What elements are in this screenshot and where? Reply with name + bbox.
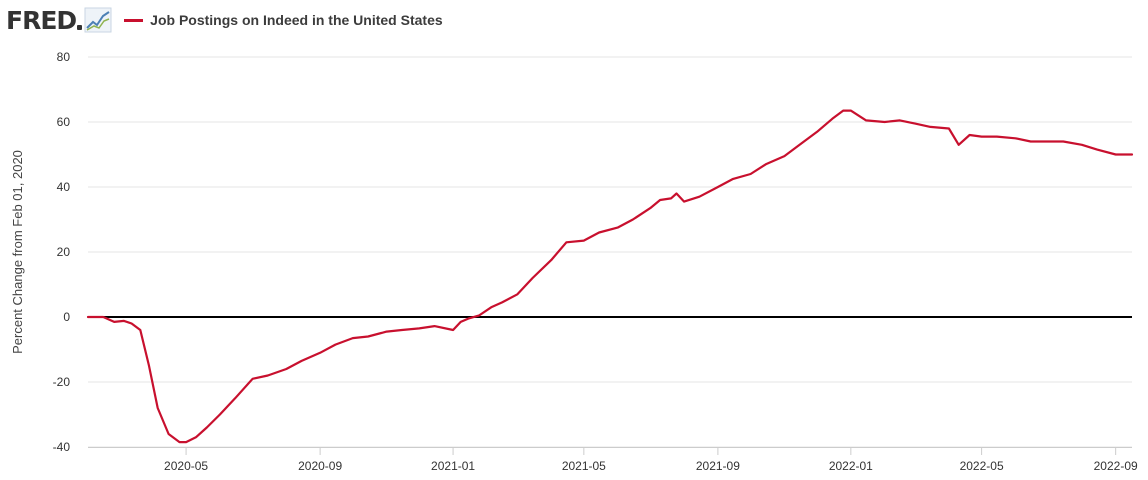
y-tick-label: -40 — [53, 440, 71, 454]
y-tick-label: 60 — [57, 115, 71, 129]
y-tick-label: 0 — [63, 310, 70, 324]
y-tick-label: -20 — [53, 375, 71, 389]
y-axis-label: Percent Change from Feb 01, 2020 — [10, 150, 25, 354]
x-tick-label: 2021-01 — [431, 459, 475, 473]
fred-logo[interactable]: FRED — [6, 7, 112, 33]
x-tick-label: 2020-05 — [164, 459, 208, 473]
legend-series-label: Job Postings on Indeed in the United Sta… — [150, 12, 443, 28]
y-axis-ticks: 80 60 40 20 0 -20 -40 — [53, 50, 71, 454]
x-tick-label: 2021-09 — [696, 459, 740, 473]
y-tick-label: 80 — [57, 50, 71, 64]
fred-logo-text: FRED — [6, 5, 77, 35]
legend-swatch — [124, 18, 144, 22]
x-tick-label: 2022-01 — [829, 459, 873, 473]
y-tick-label: 40 — [57, 180, 71, 194]
x-tick-label: 2020-09 — [298, 459, 342, 473]
series-line[interactable] — [86, 109, 1134, 444]
x-tick-label: 2022-09 — [1094, 459, 1138, 473]
y-tick-label: 20 — [57, 245, 71, 259]
fred-logo-dot — [77, 24, 83, 30]
x-axis-ticks: 2020-05 2020-09 2021-01 2021-05 2021-09 2022-… — [88, 447, 1138, 473]
x-tick-label: 2021-05 — [562, 459, 606, 473]
x-tick-label: 2022-05 — [960, 459, 1004, 473]
chart-legend[interactable]: Job Postings on Indeed in the United Sta… — [124, 12, 443, 28]
chart-header: FRED Job Postings on Indeed in the Unite… — [6, 4, 443, 36]
fred-graph-icon — [84, 7, 112, 33]
